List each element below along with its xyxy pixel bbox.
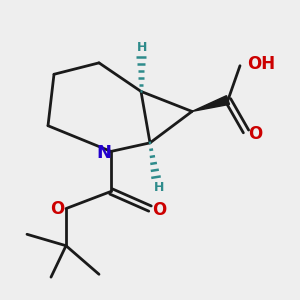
Text: O: O: [152, 201, 166, 219]
Polygon shape: [192, 96, 230, 111]
Text: N: N: [96, 144, 111, 162]
Text: O: O: [248, 125, 262, 143]
Text: H: H: [154, 181, 164, 194]
Text: O: O: [50, 200, 64, 217]
Text: H: H: [137, 40, 148, 54]
Text: OH: OH: [248, 55, 276, 73]
